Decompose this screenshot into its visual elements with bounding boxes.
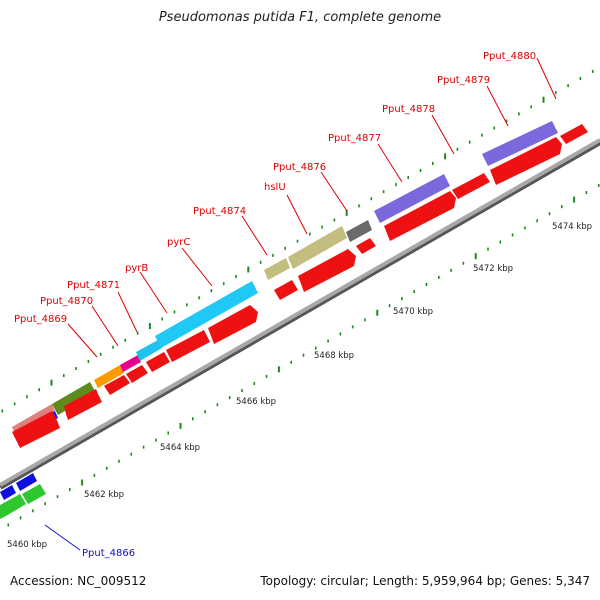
tick-label: 5470 kbp <box>393 307 433 317</box>
gene-bar-gray[interactable] <box>346 220 372 242</box>
cds-arrow[interactable] <box>126 365 148 383</box>
cds-arrow-green[interactable] <box>22 484 46 504</box>
cds-arrow[interactable] <box>64 389 102 420</box>
leader-line <box>320 171 348 212</box>
cds-arrow[interactable] <box>298 249 356 292</box>
gene-bar-purple-1[interactable] <box>374 174 450 223</box>
cds-arrows <box>12 124 588 448</box>
gene-label-Pput_4876[interactable]: Pput_4876 <box>273 162 326 173</box>
map-title: Pseudomonas putida F1, complete genome <box>158 10 442 25</box>
leader-line <box>431 114 455 155</box>
leader-line <box>241 215 268 256</box>
leader-line <box>536 57 557 100</box>
gene-label-Pput_4866[interactable]: Pput_4866 <box>82 548 135 559</box>
tick-label: 5474 kbp <box>552 222 592 232</box>
genome-backbone <box>0 138 600 487</box>
leader-line <box>91 305 119 347</box>
tick-label: 5462 kbp <box>84 490 124 500</box>
accession-text: Accession: NC_009512 <box>10 574 147 588</box>
gene-bar-orange[interactable] <box>94 365 124 388</box>
gene-label-Pput_4879[interactable]: Pput_4879 <box>437 75 490 86</box>
gene-label-pyrC[interactable]: pyrC <box>167 237 190 248</box>
gene-label-Pput_4870[interactable]: Pput_4870 <box>40 296 93 307</box>
gene-bar-khaki-1[interactable] <box>264 258 290 280</box>
cds-arrow[interactable] <box>560 124 588 144</box>
tick-label: 5466 kbp <box>236 397 276 407</box>
leader-line <box>67 323 98 358</box>
label-leaders <box>44 57 557 551</box>
cds-arrow[interactable] <box>274 280 298 300</box>
gene-label-Pput_4878[interactable]: Pput_4878 <box>382 104 435 115</box>
gene-bar-khaki-2[interactable] <box>288 226 347 269</box>
leader-line <box>286 194 308 235</box>
scale-labels: 5460 kbp 5462 kbp 5464 kbp 5466 kbp 5468… <box>7 222 592 550</box>
gene-labels: Pput_4866 Pput_4869 Pput_4870 Pput_4871 … <box>14 51 536 559</box>
gene-label-Pput_4877[interactable]: Pput_4877 <box>328 133 381 144</box>
cds-arrow[interactable] <box>146 352 170 372</box>
cds-arrow[interactable] <box>452 173 490 199</box>
cds-arrow[interactable] <box>166 330 210 362</box>
cds-arrow[interactable] <box>208 305 258 344</box>
leader-line <box>181 247 213 287</box>
gene-bar-olive[interactable] <box>52 382 96 415</box>
cds-arrow[interactable] <box>12 411 60 448</box>
tick-label: 5460 kbp <box>7 540 47 550</box>
gene-label-hslU[interactable]: hslU <box>264 182 286 193</box>
gene-label-Pput_4874[interactable]: Pput_4874 <box>193 206 246 217</box>
leader-line <box>486 85 509 127</box>
cds-arrow[interactable] <box>490 137 562 185</box>
tick-label: 5468 kbp <box>314 351 354 361</box>
gene-label-Pput_4880[interactable]: Pput_4880 <box>483 51 536 62</box>
gene-label-pyrB[interactable]: pyrB <box>125 263 148 274</box>
cds-arrow[interactable] <box>384 191 456 241</box>
gene-bar-purple-2[interactable] <box>482 121 558 166</box>
leader-line <box>139 271 168 314</box>
cds-arrow-green[interactable] <box>0 494 26 519</box>
genome-summary-text: Topology: circular; Length: 5,959,964 bp… <box>260 574 590 588</box>
gene-bar-blue-left2[interactable] <box>16 473 37 491</box>
cds-arrow[interactable] <box>104 375 130 395</box>
tick-label: 5464 kbp <box>160 443 200 453</box>
gene-bars <box>0 121 558 500</box>
leader-line <box>117 291 138 333</box>
gene-bar-blue-left[interactable] <box>0 485 16 500</box>
gene-bar-cyan-pyrC[interactable] <box>155 281 258 348</box>
tick-label: 5472 kbp <box>473 264 513 274</box>
leader-line <box>44 524 81 551</box>
gene-label-Pput_4871[interactable]: Pput_4871 <box>67 280 120 291</box>
gene-label-Pput_4869[interactable]: Pput_4869 <box>14 314 67 325</box>
scale-ticks <box>1 69 600 527</box>
cds-green <box>0 484 46 519</box>
leader-line <box>377 143 403 183</box>
gene-bar-cyan-small[interactable] <box>136 340 162 361</box>
gene-bar-magenta[interactable] <box>120 355 141 372</box>
cds-arrow[interactable] <box>356 238 376 254</box>
